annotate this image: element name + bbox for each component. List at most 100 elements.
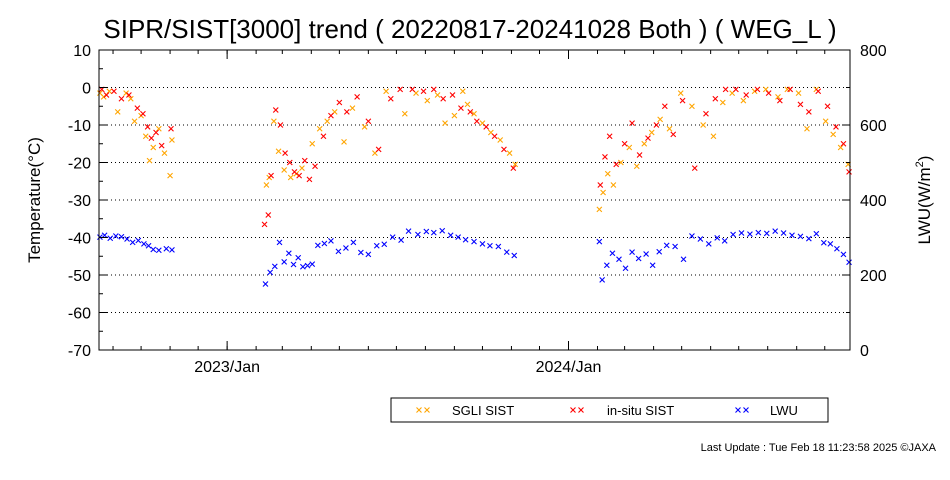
lwu-point bbox=[827, 240, 834, 247]
right-tick-label: 0 bbox=[860, 343, 869, 360]
sgli-sist-point bbox=[114, 108, 121, 115]
in-situ-sist-point bbox=[754, 86, 761, 93]
lwu-point bbox=[423, 228, 430, 235]
lwu-point bbox=[797, 233, 804, 240]
legend-box bbox=[390, 397, 829, 423]
lwu-point bbox=[439, 227, 446, 234]
sgli-sist-point bbox=[434, 92, 441, 98]
lwu-point bbox=[335, 248, 342, 255]
legend-marker bbox=[570, 407, 576, 413]
left-tick-label: -10 bbox=[68, 118, 91, 135]
lwu-point bbox=[343, 245, 349, 251]
lwu-point bbox=[629, 249, 635, 256]
in-situ-sist-point bbox=[387, 95, 394, 102]
lwu-point bbox=[373, 242, 380, 249]
sgli-sist-point bbox=[161, 150, 168, 157]
sgli-sist-point bbox=[610, 182, 617, 188]
legend-label-sgli: SGLI SIST bbox=[452, 403, 514, 418]
legend-marker bbox=[743, 407, 749, 413]
sgli-sist-point bbox=[751, 88, 758, 95]
lwu-point bbox=[714, 234, 721, 241]
grid-lines bbox=[99, 87, 850, 313]
sgli-sist-point bbox=[830, 131, 837, 138]
in-situ-sist-point bbox=[328, 112, 334, 119]
sgli-sist-point bbox=[626, 144, 633, 151]
sgli-sist-point bbox=[401, 110, 408, 117]
in-situ-sist-point bbox=[824, 103, 831, 110]
sgli-sist-point bbox=[155, 125, 162, 132]
sgli-sist-point bbox=[142, 133, 149, 140]
lwu-point bbox=[609, 250, 616, 257]
left-axis-label: Temperature(°C) bbox=[25, 137, 44, 263]
in-situ-sist-point bbox=[467, 108, 474, 115]
in-situ-sist-point bbox=[148, 135, 155, 142]
sgli-sist-point bbox=[100, 93, 107, 100]
lwu-point bbox=[145, 242, 152, 249]
sgli-sist-point bbox=[804, 125, 810, 132]
legend-marker bbox=[578, 407, 584, 413]
in-situ-sist-point bbox=[606, 133, 613, 140]
in-situ-sist-point bbox=[629, 120, 635, 127]
lwu-point bbox=[846, 259, 852, 266]
sgli-sist-point bbox=[383, 88, 390, 95]
left-tick-label: 0 bbox=[82, 81, 91, 98]
in-situ-sist-point bbox=[168, 125, 174, 132]
in-situ-sist-point bbox=[805, 108, 812, 115]
in-situ-sist-point bbox=[343, 108, 350, 115]
in-situ-sist-point bbox=[776, 97, 783, 104]
right-axis-label-close: ) bbox=[915, 156, 934, 162]
lwu-point bbox=[680, 256, 687, 263]
in-situ-sist-point bbox=[420, 88, 427, 95]
lwu-point bbox=[789, 232, 795, 239]
lwu-point bbox=[129, 239, 136, 246]
left-tick-label: -70 bbox=[68, 343, 91, 360]
lwu-point bbox=[730, 231, 736, 238]
in-situ-sist-point bbox=[597, 182, 604, 188]
lwu-point bbox=[616, 256, 622, 263]
lwu-point bbox=[290, 261, 297, 268]
in-situ-sist-point bbox=[397, 86, 404, 93]
sgli-sist-point bbox=[299, 165, 305, 172]
in-situ-sist-point bbox=[430, 86, 437, 93]
sgli-sist-point bbox=[710, 133, 717, 140]
left-tick-label: -50 bbox=[68, 268, 91, 285]
sgli-sist-point bbox=[341, 138, 347, 145]
lwu-point bbox=[479, 240, 486, 247]
sgli-sist-point bbox=[700, 122, 707, 128]
sgli-sist-point bbox=[106, 88, 113, 95]
lwu-point bbox=[365, 251, 372, 258]
in-situ-sist-point bbox=[365, 118, 372, 125]
sgli-sist-point bbox=[617, 159, 624, 166]
lwu-point bbox=[596, 238, 603, 245]
in-situ-sist-point bbox=[473, 118, 480, 125]
in-situ-sist-point bbox=[458, 105, 464, 112]
lwu-point bbox=[430, 229, 437, 236]
in-situ-sist-point bbox=[409, 86, 416, 93]
lwu-point bbox=[820, 239, 827, 246]
in-situ-sist-point bbox=[636, 152, 643, 158]
lwu-point bbox=[780, 230, 787, 236]
lwu-point bbox=[415, 231, 421, 238]
sgli-sist-point bbox=[464, 101, 471, 108]
right-tick-label: 600 bbox=[860, 118, 887, 135]
lwu-point bbox=[155, 247, 162, 254]
lwu-point bbox=[299, 263, 306, 270]
in-situ-sist-point bbox=[296, 172, 303, 179]
legend-marker bbox=[735, 407, 741, 413]
in-situ-sist-point bbox=[691, 165, 698, 172]
lwu-point bbox=[643, 251, 650, 257]
sgli-sist-point bbox=[604, 170, 611, 177]
left-tick-label: -60 bbox=[68, 306, 91, 323]
in-situ-sist-point bbox=[134, 105, 141, 112]
in-situ-sist-point bbox=[602, 153, 608, 160]
in-situ-sist-point bbox=[126, 92, 132, 98]
lwu-point bbox=[389, 234, 396, 241]
lwu-point bbox=[805, 235, 812, 242]
lwu-point bbox=[285, 250, 292, 257]
lwu-point bbox=[603, 262, 610, 269]
sgli-sist-point bbox=[169, 137, 175, 143]
lwu-point bbox=[840, 251, 847, 258]
right-axis-label: LWU(W/m2) bbox=[914, 156, 934, 245]
in-situ-sist-point bbox=[301, 157, 308, 164]
